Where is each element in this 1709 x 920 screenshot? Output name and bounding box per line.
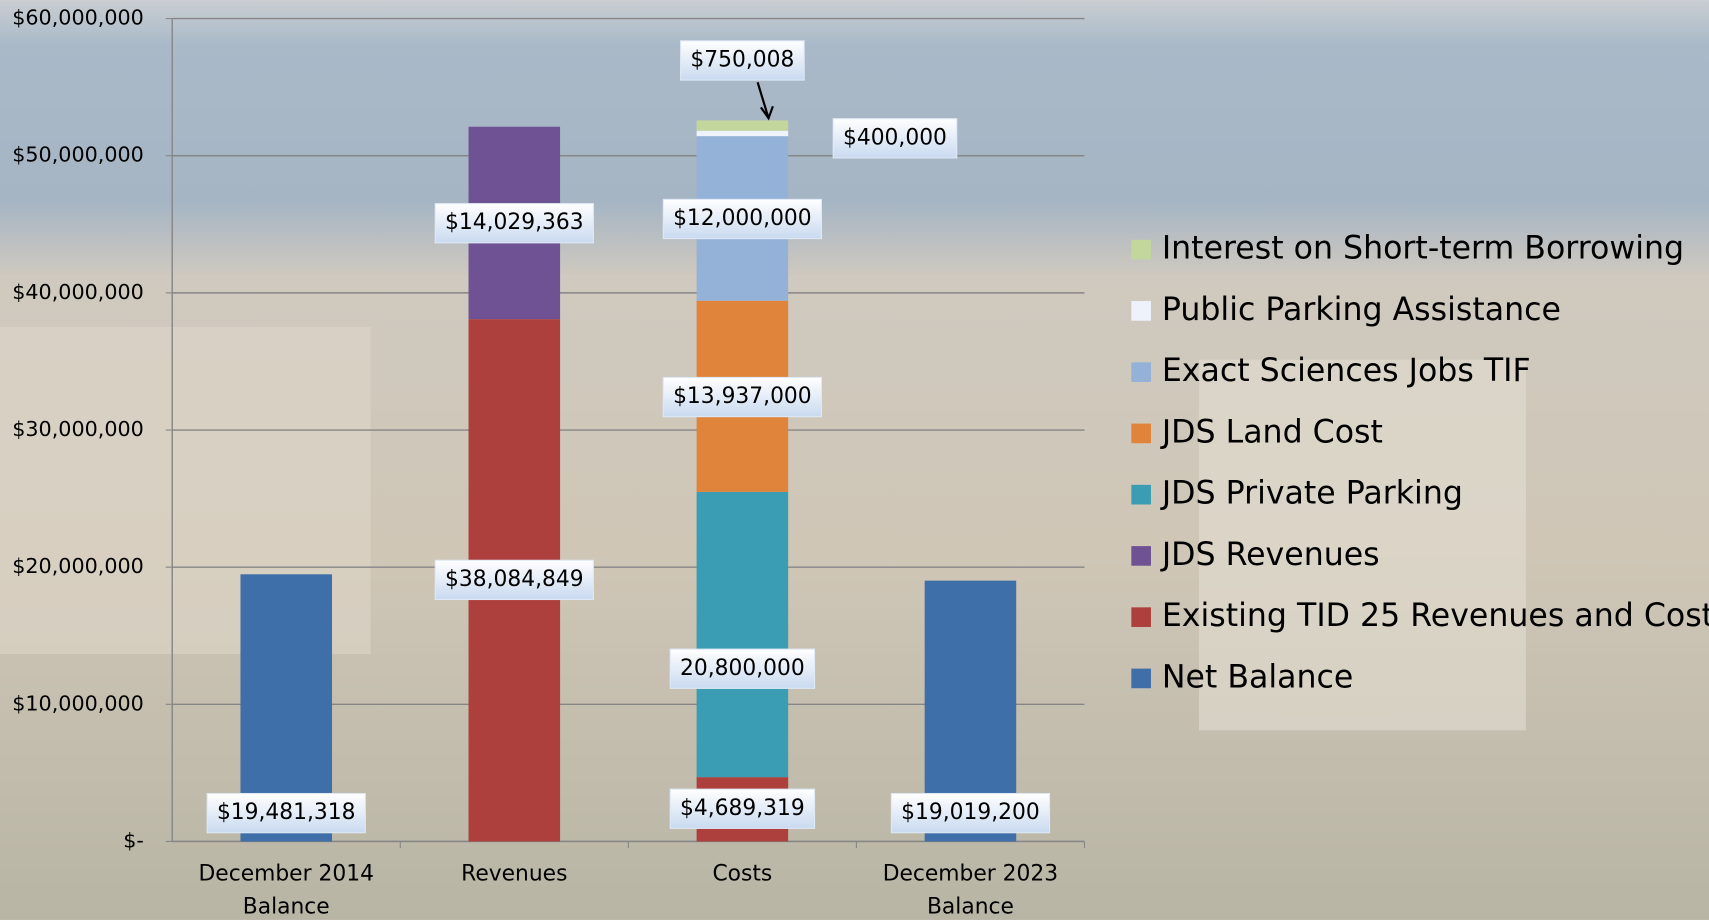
y-tick-label: $50,000,000	[12, 143, 144, 167]
legend-label: JDS Private Parking	[1160, 476, 1463, 512]
x-tick-label: Costs	[650, 857, 834, 890]
legend-swatch	[1131, 424, 1151, 444]
legend-swatch	[1131, 485, 1151, 505]
data-label-text: $38,084,849	[445, 567, 584, 592]
page: $- $10,000,000 $20,000,000 $30,000,000 $40,0…	[0, 0, 1709, 920]
x-label-box: December 2023 Balance	[878, 857, 1062, 920]
data-label: $750,008	[681, 41, 805, 80]
x-label-box: Revenues	[422, 857, 606, 920]
data-label: $13,937,000	[663, 377, 821, 416]
legend-swatch	[1131, 607, 1151, 627]
legend-label: Interest on Short-term Borrowing	[1162, 231, 1684, 267]
data-label: $19,019,200	[891, 794, 1049, 833]
legend-label: Existing TID 25 Revenues and Costs	[1162, 598, 1709, 634]
y-tick-label: $10,000,000	[12, 691, 144, 715]
data-label-text: $19,019,200	[901, 800, 1040, 825]
chart: $- $10,000,000 $20,000,000 $30,000,000 $40,0…	[0, 0, 1709, 920]
data-label: $14,029,363	[435, 204, 593, 243]
data-label: $12,000,000	[663, 199, 821, 238]
y-tick-label: $60,000,000	[12, 6, 144, 30]
y-tick-label: $20,000,000	[12, 554, 144, 578]
x-label-box: December 2014 Balance	[194, 857, 378, 920]
bar-segment	[697, 492, 789, 777]
bar-segment	[697, 131, 789, 136]
legend-label: Net Balance	[1162, 659, 1354, 695]
y-tick-label: $30,000,000	[12, 417, 144, 441]
data-label-text: $19,481,318	[217, 800, 356, 825]
y-tick-label: $-	[123, 828, 144, 852]
data-label-text: $14,029,363	[445, 210, 584, 235]
data-label-text: $4,689,319	[680, 796, 805, 821]
data-label: $400,000	[833, 119, 957, 158]
data-label: $19,481,318	[207, 794, 365, 833]
legend-label: JDS Revenues	[1160, 537, 1380, 573]
y-tick-label: $40,000,000	[12, 280, 144, 304]
data-label-text: $12,000,000	[673, 206, 812, 231]
data-label: $38,084,849	[435, 560, 593, 599]
data-label-text: 20,800,000	[680, 656, 805, 681]
legend-swatch	[1131, 362, 1151, 382]
bar-segment	[697, 120, 789, 130]
data-label: 20,800,000	[670, 649, 814, 688]
legend-label: Exact Sciences Jobs TIF	[1162, 353, 1531, 389]
legend-label: Public Parking Assistance	[1162, 292, 1561, 328]
legend-label: JDS Land Cost	[1160, 414, 1383, 450]
x-tick-label: December 2023 Balance	[878, 857, 1062, 920]
legend-swatch	[1131, 240, 1151, 260]
data-label: $4,689,319	[670, 789, 814, 828]
legend-swatch	[1131, 669, 1151, 689]
data-label-text: $13,937,000	[673, 384, 812, 409]
data-label-text: $400,000	[843, 125, 947, 150]
legend-swatch	[1131, 546, 1151, 566]
x-tick-label: December 2014 Balance	[194, 857, 378, 920]
legend-swatch	[1131, 301, 1151, 321]
data-label-text: $750,008	[690, 47, 794, 72]
x-label-box: Costs	[650, 857, 834, 920]
x-tick-label: Revenues	[422, 857, 606, 890]
